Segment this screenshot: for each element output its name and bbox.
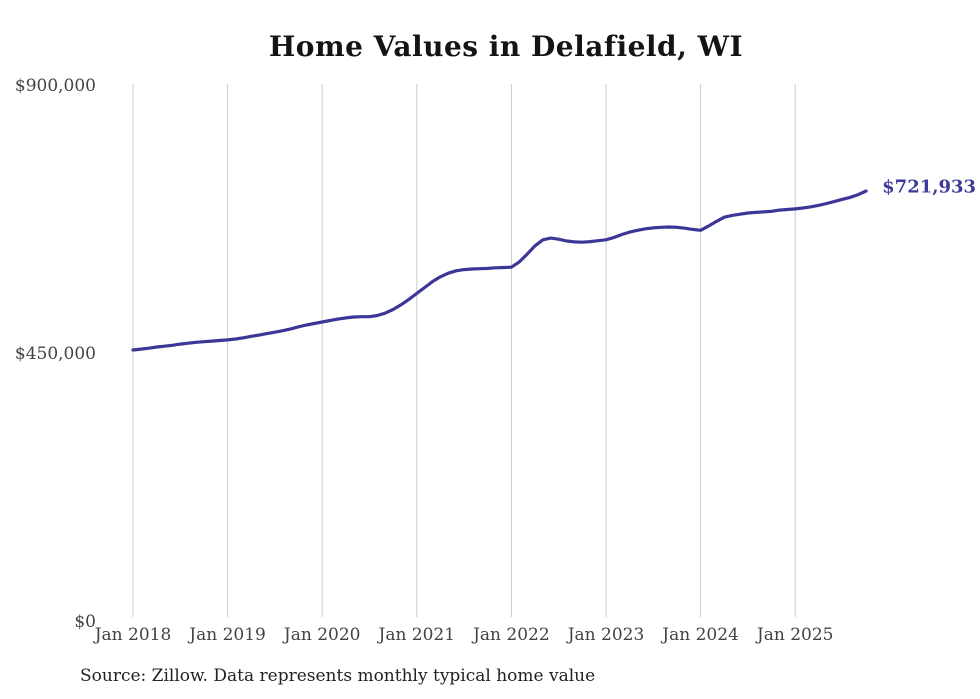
x-tick-label: Jan 2018 bbox=[93, 625, 172, 645]
value-line bbox=[131, 189, 868, 352]
x-tick-label: Jan 2025 bbox=[755, 625, 834, 645]
y-tick-label: $450,000 bbox=[15, 344, 96, 364]
y-tick-label: $900,000 bbox=[15, 76, 96, 96]
x-tick-label: Jan 2021 bbox=[377, 625, 456, 645]
x-tick-label: Jan 2019 bbox=[187, 625, 266, 645]
source-note: Source: Zillow. Data represents monthly … bbox=[80, 666, 596, 686]
current-value-label: $721,933 bbox=[882, 176, 977, 198]
x-tick-label: Jan 2023 bbox=[566, 625, 645, 645]
x-tick-label: Jan 2020 bbox=[282, 625, 361, 645]
y-tick-label: $0 bbox=[74, 612, 96, 632]
x-tick-label: Jan 2022 bbox=[471, 625, 550, 645]
x-tick-label: Jan 2024 bbox=[660, 625, 739, 645]
chart-title: Home Values in Delafield, WI bbox=[268, 30, 744, 63]
